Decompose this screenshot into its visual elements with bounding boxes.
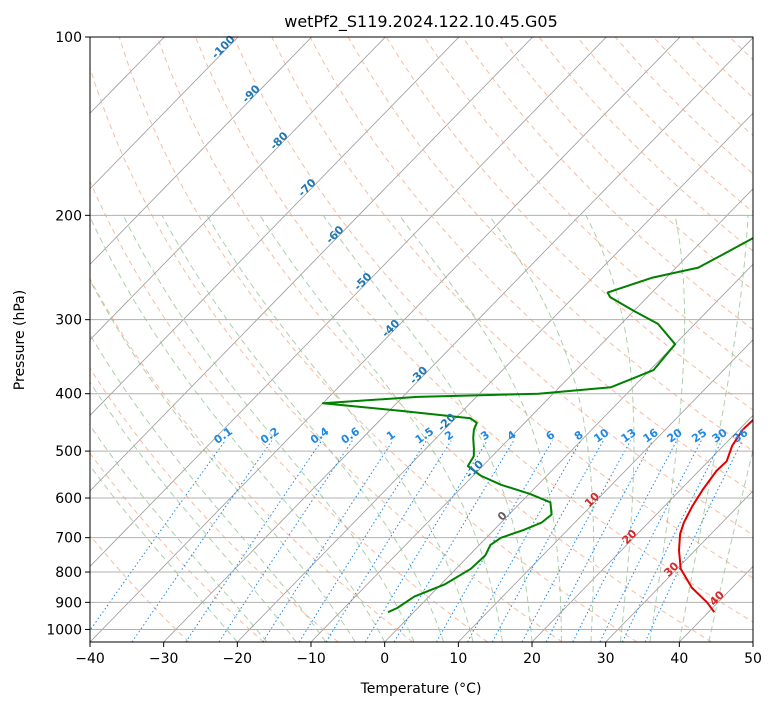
isotherm-line bbox=[385, 37, 775, 642]
y-axis-ticks: 1000 900 800 700 600 500 400 300 200 100 bbox=[46, 30, 90, 638]
moist-adiabat-label: 10 bbox=[582, 490, 602, 510]
dry-adiabat-line bbox=[0, 37, 338, 642]
y-tick-label: 1000 bbox=[46, 622, 82, 638]
dry-adiabat-label: -90 bbox=[240, 82, 263, 105]
isotherm-line bbox=[0, 37, 459, 642]
isotherm-line bbox=[458, 37, 775, 642]
dry-adiabat-label: -30 bbox=[407, 364, 430, 387]
mixing-ratio-label: 16 bbox=[641, 426, 661, 446]
y-tick-label: 700 bbox=[55, 531, 82, 547]
x-tick-label: 0 bbox=[380, 651, 389, 667]
x-tick-label: 20 bbox=[523, 651, 541, 667]
moist-adiabat-line bbox=[7, 215, 297, 642]
isotherm-line bbox=[164, 37, 754, 642]
mixing-ratio-line bbox=[263, 441, 393, 642]
chart-title: wetPf2_S119.2024.122.10.45.G05 bbox=[284, 12, 558, 32]
dry-adiabat-line bbox=[0, 37, 189, 642]
mixing-ratio-line bbox=[622, 441, 721, 642]
mixing-ratio-label: 0.6 bbox=[339, 425, 363, 447]
dry-adiabat-line bbox=[615, 37, 775, 642]
dry-adiabat-line bbox=[424, 37, 775, 642]
mixing-ratio-line bbox=[600, 441, 701, 642]
mixing-ratio-label: 20 bbox=[665, 426, 685, 446]
x-tick-label: −10 bbox=[296, 651, 326, 667]
dry-adiabat-line bbox=[272, 37, 775, 642]
x-tick-label: −40 bbox=[75, 651, 105, 667]
dry-adiabat-line bbox=[501, 37, 775, 642]
dry-adiabat-line bbox=[5, 37, 413, 642]
dry-adiabat-line bbox=[692, 37, 775, 642]
dry-adiabat-line bbox=[768, 37, 775, 642]
moist-adiabat-label: 30 bbox=[661, 559, 681, 579]
plot-frame bbox=[90, 37, 753, 642]
dry-adiabat-label: -40 bbox=[379, 317, 402, 340]
mixing-ratio-label: 8 bbox=[572, 428, 586, 443]
x-tick-label: 40 bbox=[670, 651, 688, 667]
moist-adiabat-line bbox=[0, 215, 237, 642]
x-tick-label: −30 bbox=[149, 651, 179, 667]
dry-adiabat-label: -70 bbox=[295, 176, 318, 199]
mixing-ratio-label: 0.1 bbox=[212, 425, 235, 447]
x-tick-label: −20 bbox=[223, 651, 253, 667]
isotherm-line bbox=[0, 37, 312, 642]
moist-adiabat-line bbox=[59, 215, 355, 642]
mixing-ratio-label: 1.5 bbox=[413, 425, 436, 447]
x-axis-label: Temperature (°C) bbox=[360, 681, 482, 697]
moist-adiabat-line bbox=[650, 215, 685, 642]
temperature-line bbox=[679, 37, 775, 612]
mixing-ratio-line bbox=[219, 441, 352, 642]
y-tick-label: 100 bbox=[55, 30, 82, 46]
isotherm-line bbox=[0, 37, 385, 642]
dry-adiabat-line bbox=[43, 37, 488, 642]
y-tick-label: 500 bbox=[55, 444, 82, 460]
x-tick-label: 30 bbox=[597, 651, 615, 667]
mixing-ratio-label: 3 bbox=[478, 428, 492, 443]
y-tick-label: 300 bbox=[55, 313, 82, 329]
x-tick-label: 50 bbox=[744, 651, 762, 667]
moist-adiabat-label: 20 bbox=[620, 527, 640, 547]
isotherm-line bbox=[16, 37, 606, 642]
isotherm-line bbox=[606, 37, 775, 642]
y-tick-label: 900 bbox=[55, 595, 82, 611]
dry-adiabat-line bbox=[310, 37, 775, 642]
mixing-ratio-label: 6 bbox=[544, 428, 558, 443]
dry-adiabat-label: -80 bbox=[268, 129, 291, 152]
dry-adiabat-line bbox=[0, 37, 264, 642]
isotherm-line bbox=[753, 37, 775, 642]
dry-adiabat-line bbox=[730, 37, 775, 642]
mixing-ratio-label: 10 bbox=[591, 426, 611, 446]
x-tick-label: 10 bbox=[449, 651, 467, 667]
dry-adiabat-line bbox=[539, 37, 775, 642]
x-axis-ticks: −40 −30 −20 −10 0 10 20 30 40 50 bbox=[75, 642, 762, 667]
isotherm-line bbox=[90, 37, 680, 642]
isotherm-line bbox=[0, 37, 238, 642]
y-axis-label: Pressure (hPa) bbox=[12, 290, 28, 390]
isotherm-line bbox=[0, 37, 533, 642]
y-tick-label: 800 bbox=[55, 565, 82, 581]
dry-adiabat-line bbox=[463, 37, 775, 642]
mixing-ratio-line bbox=[492, 441, 603, 642]
dry-adiabat-label: -50 bbox=[351, 270, 374, 293]
y-tick-label: 400 bbox=[55, 387, 82, 403]
mixing-ratio-label: 25 bbox=[689, 426, 709, 445]
mixing-ratio-label: 1 bbox=[384, 428, 398, 443]
y-tick-label: 200 bbox=[55, 208, 82, 224]
moist-adiabat-line bbox=[162, 215, 444, 642]
mixing-ratio-line bbox=[468, 441, 581, 642]
isotherm-line bbox=[311, 37, 775, 642]
y-tick-label: 600 bbox=[55, 491, 82, 507]
